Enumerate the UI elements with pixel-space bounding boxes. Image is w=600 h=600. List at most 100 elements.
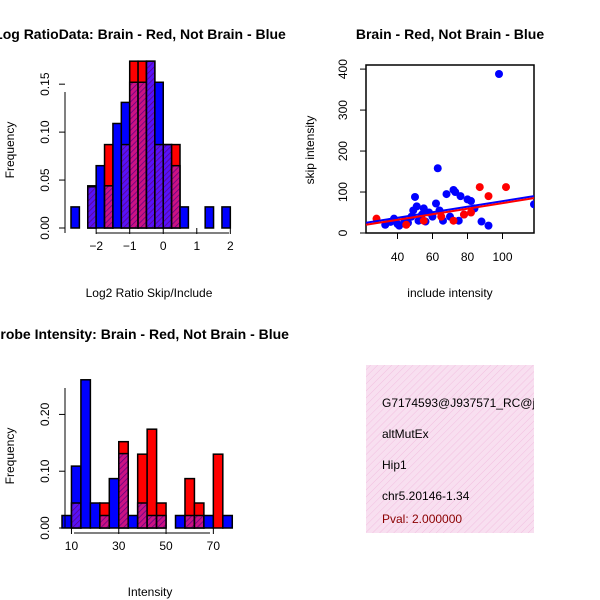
scatter-point-blue <box>442 190 451 199</box>
intensity-histogram-bars <box>61 379 234 529</box>
scatter-y-label: skip intensity <box>303 116 317 185</box>
ratio-histogram-y-label: Frequency <box>3 122 17 179</box>
ratio-histogram-title: Log RatioData: Brain - Red, Not Brain - … <box>0 26 286 42</box>
intensity-histogram-x-label: Intensity <box>128 585 173 599</box>
scatter-point-red <box>502 183 510 192</box>
scatter-point-red <box>402 220 411 229</box>
intensity-histogram-bar-blue <box>108 477 120 529</box>
scatter-x-label: include intensity <box>407 286 492 300</box>
ratio-histogram-x-tick-label: −2 <box>89 239 103 253</box>
info-location: chr5.20146-1.34 <box>382 489 470 503</box>
scatter-x-axis: 40 60 80 100 <box>391 233 513 264</box>
intensity-histogram-bar-overlap <box>146 514 158 529</box>
scatter-y-axis: 0 100 200 300 400 <box>336 59 366 236</box>
scatter-fit-line-blue <box>366 195 534 224</box>
ratio-histogram-bars <box>70 60 232 229</box>
intensity-histogram-bar-blue <box>222 514 234 529</box>
ratio-histogram-y-tick-label: 0.10 <box>38 120 52 144</box>
intensity-histogram-bar-overlap <box>70 502 82 529</box>
intensity-histogram-x-tick-label: 10 <box>65 539 79 553</box>
scatter-point-blue <box>467 197 475 206</box>
ratio-histogram-x-axis: −2 −1 0 1 2 <box>89 228 234 253</box>
scatter-point-blue <box>456 192 465 201</box>
scatter-point-red <box>460 210 468 219</box>
ratio-histogram-bar-overlap <box>137 81 148 229</box>
ratio-histogram-x-label: Log2 Ratio Skip/Include <box>86 286 213 300</box>
scatter-point-red <box>437 212 446 221</box>
intensity-histogram-x-tick-label: 70 <box>207 539 221 553</box>
scatter-x-tick-label: 80 <box>461 250 475 264</box>
ratio-histogram-bar-blue <box>179 206 190 229</box>
intensity-histogram-bar-overlap <box>136 502 148 529</box>
intensity-histogram-y-label: Frequency <box>3 428 17 485</box>
info-pval: Pval: 2.000000 <box>382 512 462 526</box>
intensity-histogram-y-tick-label: 0.10 <box>38 459 52 483</box>
scatter-point-blue <box>484 221 493 230</box>
ratio-histogram-bar-blue <box>204 206 215 229</box>
scatter-x-tick-label: 40 <box>391 250 405 264</box>
scatter-y-tick-label: 400 <box>336 59 350 79</box>
scatter-y-tick-label: 0 <box>336 229 350 236</box>
ratio-histogram-bar-overlap <box>87 186 97 229</box>
intensity-histogram-title: Probe Intensity: Brain - Red, Not Brain … <box>0 326 289 342</box>
ratio-histogram-bar-overlap <box>145 60 156 229</box>
info-panel: G7174593@J937571_RC@j11 altMutEx Hip1 ch… <box>366 365 548 533</box>
intensity-histogram-bar-blue <box>203 514 215 529</box>
ratio-histogram-x-tick-label: −1 <box>123 239 137 253</box>
ratio-histogram-bar-blue <box>70 206 81 229</box>
intensity-histogram-bar-blue <box>61 514 73 529</box>
scatter-point-red <box>449 216 458 225</box>
ratio-histogram-x-tick-label: 1 <box>193 239 200 253</box>
intensity-histogram-x-tick-label: 30 <box>112 539 126 553</box>
ratio-histogram-bar-overlap <box>128 81 139 229</box>
intensity-histogram-panel: Probe Intensity: Brain - Red, Not Brain … <box>0 326 289 599</box>
intensity-histogram-bar-blue <box>127 514 139 529</box>
intensity-histogram-bar-blue <box>89 502 101 529</box>
intensity-histogram-bar-blue <box>80 379 92 529</box>
scatter-point-blue <box>432 199 440 208</box>
ratio-histogram-bar-blue <box>95 164 106 229</box>
scatter-point-red <box>419 216 428 225</box>
intensity-histogram-bar-blue <box>174 514 186 529</box>
info-gene-name: Hip1 <box>382 458 407 472</box>
ratio-histogram-bar-blue <box>221 206 232 229</box>
scatter-point-red <box>484 192 493 201</box>
scatter-point-blue <box>395 221 404 230</box>
intensity-histogram-x-axis: 10 30 50 70 <box>65 528 221 553</box>
scatter-y-tick-label: 100 <box>336 182 350 202</box>
scatter-panel: Brain - Red, Not Brain - Blue 40 60 80 100 … <box>303 26 544 300</box>
ratio-histogram-bar-overlap <box>103 185 114 229</box>
intensity-histogram-bar-overlap <box>118 452 129 529</box>
intensity-histogram-bar-red <box>212 453 224 529</box>
info-panel-background <box>366 365 534 533</box>
intensity-histogram-y-tick-label: 0.20 <box>38 402 52 426</box>
scatter-x-tick-label: 60 <box>426 250 440 264</box>
ratio-histogram-bar-blue <box>112 122 123 229</box>
scatter-point-blue <box>530 200 534 209</box>
info-probe-id: G7174593@J937571_RC@j11 <box>382 396 548 410</box>
ratio-histogram-x-tick-label: 0 <box>160 239 167 253</box>
scatter-point-blue <box>412 202 421 211</box>
scatter-point-blue <box>433 164 442 173</box>
intensity-histogram-y-axis: 0.00 0.10 0.20 <box>38 388 66 540</box>
intensity-histogram-bar-overlap <box>184 514 196 529</box>
intensity-histogram-bar-overlap <box>99 514 111 529</box>
ratio-histogram-bar-overlap <box>162 143 173 229</box>
ratio-histogram-y-axis: 0.00 0.05 0.10 0.15 <box>38 72 66 240</box>
info-event-type: altMutEx <box>382 427 429 441</box>
scatter-title: Brain - Red, Not Brain - Blue <box>356 26 544 42</box>
scatter-point-blue <box>495 70 503 79</box>
ratio-histogram-x-tick-label: 2 <box>227 239 234 253</box>
intensity-histogram-bar-overlap <box>155 514 167 529</box>
scatter-marks <box>366 70 534 230</box>
intensity-histogram-bar-overlap <box>193 514 205 529</box>
scatter-fit-line-red <box>366 197 534 226</box>
ratio-histogram-y-tick-label: 0.00 <box>38 216 52 240</box>
ratio-histogram-bar-overlap <box>154 143 164 229</box>
ratio-histogram-bar-overlap <box>120 143 131 229</box>
ratio-histogram-y-tick-label: 0.05 <box>38 168 52 192</box>
ratio-histogram-bar-overlap <box>170 164 181 229</box>
scatter-plot-box <box>365 64 535 234</box>
